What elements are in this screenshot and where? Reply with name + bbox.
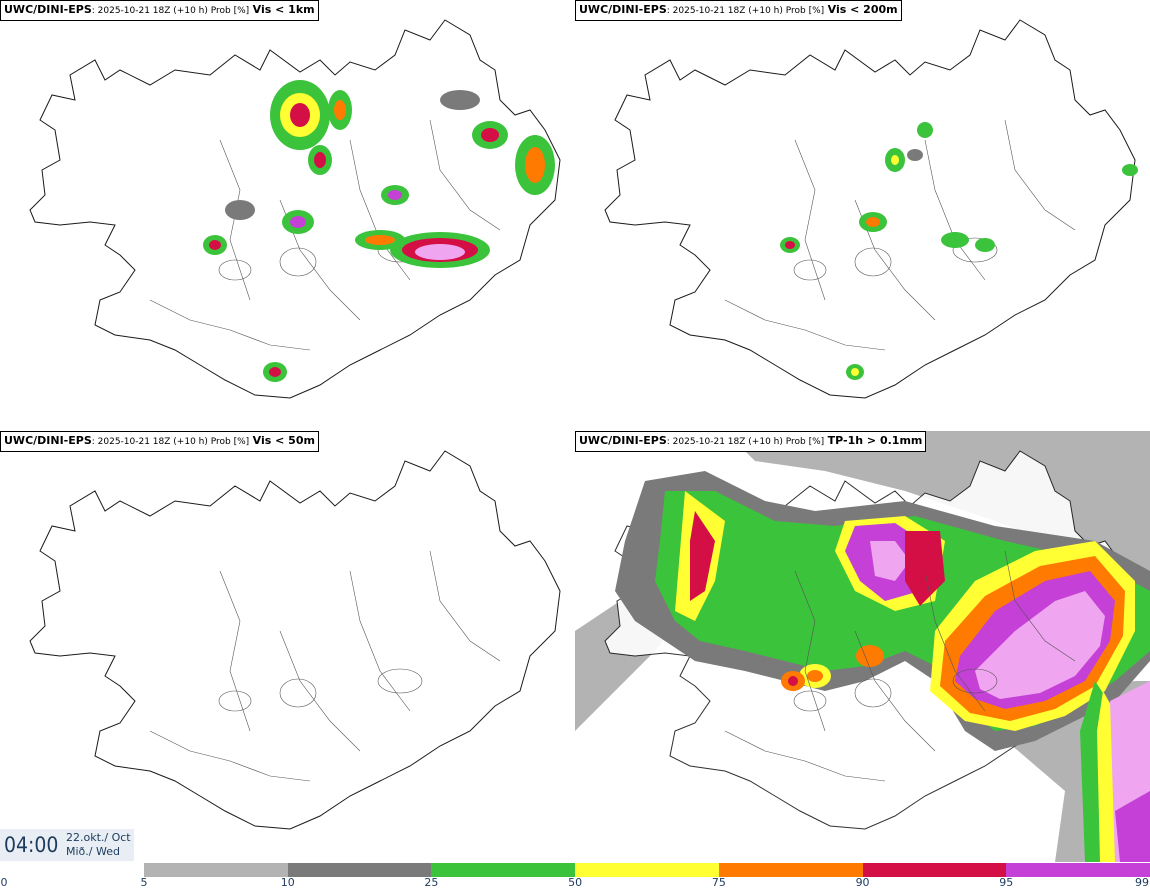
colorbar-tick-label: 0 — [0, 876, 8, 889]
iceland-map-3 — [29, 450, 561, 830]
probability-field-2 — [780, 122, 1138, 380]
run-info: : 2025-10-21 18Z (+10 h) Prob [%] — [91, 6, 250, 16]
iceland-map-2 — [604, 19, 1138, 399]
colorbar-tick-label: 10 — [280, 876, 295, 889]
variable-label: Vis < 50m — [252, 434, 315, 447]
panel-title-1: UWC/DINI-EPS: 2025-10-21 18Z (+10 h) Pro… — [0, 0, 319, 21]
valid-time: 04:00 — [4, 833, 59, 857]
map-panel-vis-50m: UWC/DINI-EPS: 2025-10-21 18Z (+10 h) Pro… — [0, 431, 575, 862]
variable-label: Vis < 200m — [827, 3, 898, 16]
panel-title-2: UWC/DINI-EPS: 2025-10-21 18Z (+10 h) Pro… — [575, 0, 902, 21]
model-name: UWC/DINI-EPS — [4, 434, 92, 447]
variable-label: TP-1h > 0.1mm — [827, 434, 923, 447]
map-panel-vis-1km: UWC/DINI-EPS: 2025-10-21 18Z (+10 h) Pro… — [0, 0, 575, 431]
panel-title-4: UWC/DINI-EPS: 2025-10-21 18Z (+10 h) Pro… — [575, 431, 927, 452]
colorbar-tick-label: 99 — [1135, 876, 1149, 889]
colorbar-segment — [575, 863, 719, 877]
colorbar-tick-label: 25 — [424, 876, 439, 889]
colorbar-segment — [1006, 863, 1150, 877]
map-panel-vis-200m: UWC/DINI-EPS: 2025-10-21 18Z (+10 h) Pro… — [575, 0, 1150, 431]
probability-colorbar — [144, 863, 1150, 877]
colorbar-tick-label: 90 — [855, 876, 870, 889]
iceland-map-1 — [29, 19, 561, 399]
date-line-2: Mið./ Wed — [66, 845, 120, 858]
valid-date: 22.okt./ Oct Mið./ Wed — [66, 831, 131, 859]
iceland-map-4 — [575, 431, 1150, 862]
colorbar-tick-label: 50 — [568, 876, 583, 889]
colorbar-tick-label: 75 — [711, 876, 726, 889]
date-line-1: 22.okt./ Oct — [66, 831, 131, 844]
run-info: : 2025-10-21 18Z (+10 h) Prob [%] — [666, 437, 825, 447]
colorbar-tick-label: 5 — [140, 876, 148, 889]
run-info: : 2025-10-21 18Z (+10 h) Prob [%] — [666, 6, 825, 16]
probability-field-1 — [203, 80, 555, 382]
colorbar-tick-label: 95 — [999, 876, 1014, 889]
colorbar-segment — [718, 863, 863, 877]
colorbar-segment — [431, 863, 576, 877]
precip-field — [615, 471, 1150, 862]
colorbar-segment — [862, 863, 1007, 877]
map-panel-tp-1h: UWC/DINI-EPS: 2025-10-21 18Z (+10 h) Pro… — [575, 431, 1150, 862]
valid-time-box: 04:00 22.okt./ Oct Mið./ Wed — [0, 829, 134, 861]
colorbar-segment — [144, 863, 288, 877]
run-info: : 2025-10-21 18Z (+10 h) Prob [%] — [91, 437, 250, 447]
colorbar-ticks: 0 5 10 25 50 75 90 95 99 — [0, 876, 1150, 891]
model-name: UWC/DINI-EPS — [4, 3, 92, 16]
panel-title-3: UWC/DINI-EPS: 2025-10-21 18Z (+10 h) Pro… — [0, 431, 319, 452]
variable-label: Vis < 1km — [252, 3, 315, 16]
model-name: UWC/DINI-EPS — [579, 434, 667, 447]
model-name: UWC/DINI-EPS — [579, 3, 667, 16]
colorbar-segment — [287, 863, 432, 877]
